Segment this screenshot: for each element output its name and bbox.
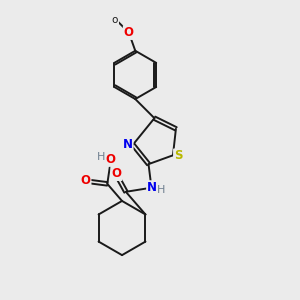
- Text: O: O: [111, 167, 122, 180]
- Text: O: O: [124, 26, 134, 39]
- Text: H: H: [157, 185, 165, 195]
- Text: O: O: [80, 173, 91, 187]
- Text: o: o: [112, 15, 118, 25]
- Text: H: H: [97, 152, 106, 162]
- Text: S: S: [174, 149, 182, 162]
- Text: N: N: [123, 138, 133, 151]
- Text: N: N: [147, 181, 157, 194]
- Text: O: O: [106, 153, 116, 166]
